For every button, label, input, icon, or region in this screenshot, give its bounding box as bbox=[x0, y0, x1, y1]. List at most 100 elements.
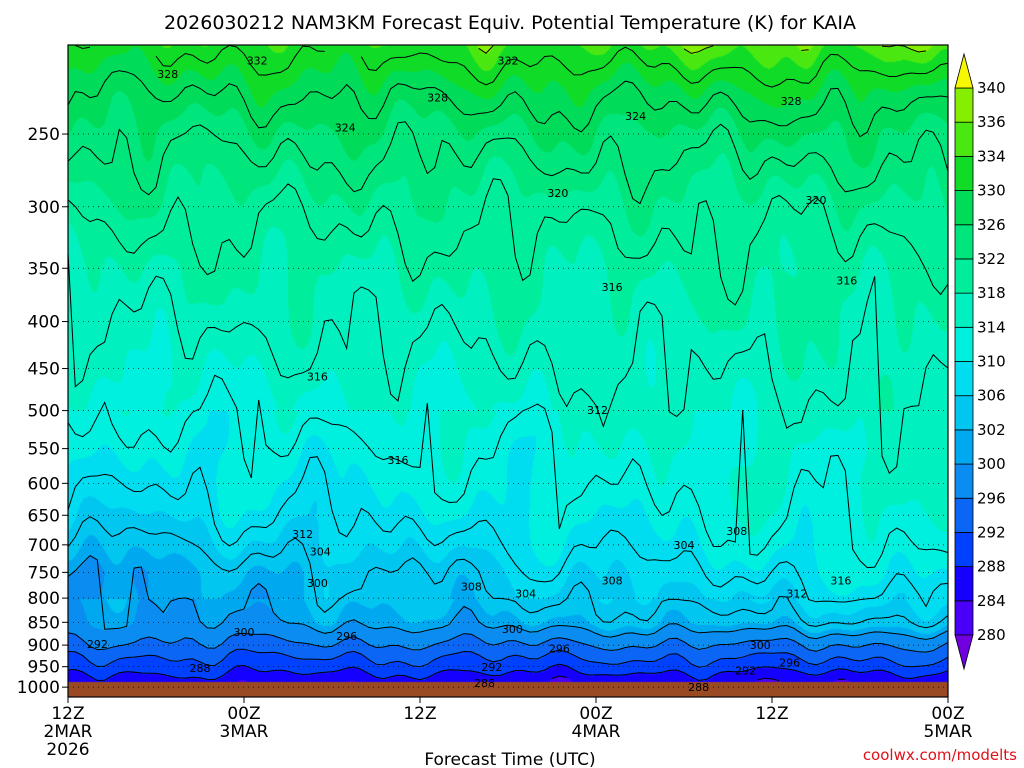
contour-label: 288 bbox=[190, 662, 211, 675]
contour-label: 300 bbox=[234, 626, 255, 639]
contour-label: 292 bbox=[481, 661, 502, 674]
y-tick-label: 350 bbox=[28, 259, 60, 279]
y-tick-label: 450 bbox=[28, 360, 60, 380]
colorbar-label: 340 bbox=[977, 79, 1006, 97]
contour-label: 316 bbox=[388, 454, 409, 467]
contour-label: 296 bbox=[336, 630, 357, 643]
contour-label: 328 bbox=[427, 91, 448, 104]
y-tick-label: 750 bbox=[28, 563, 60, 583]
colorbar: 280 284 288 292 296 300 302 306 310 314 318 322 326 3… bbox=[954, 52, 1006, 671]
x-tick-label: 12Z bbox=[755, 704, 788, 724]
contour-336 bbox=[478, 44, 927, 54]
contour-label: 328 bbox=[781, 95, 802, 108]
contour-332 bbox=[75, 44, 949, 88]
colorbar-label: 296 bbox=[977, 489, 1006, 507]
contour-label: 324 bbox=[625, 110, 646, 123]
contour-label: 312 bbox=[292, 528, 313, 541]
colorbar-segment bbox=[954, 258, 974, 294]
y-axis: 250 300 350 400 450 500 550 600 650 700 750 800 850 9… bbox=[17, 125, 948, 698]
contour-label: 324 bbox=[335, 122, 356, 135]
y-tick-label: 650 bbox=[28, 506, 60, 526]
contour-label: 332 bbox=[498, 55, 519, 68]
contour-label: 296 bbox=[779, 656, 800, 669]
contour-296 bbox=[67, 632, 949, 653]
contour-labels: 328 332 332 328 324 324 328 320 320 316 316 316 312 3… bbox=[87, 55, 857, 694]
contour-label: 308 bbox=[602, 574, 623, 587]
colorbar-label: 280 bbox=[977, 626, 1006, 644]
contour-316 bbox=[67, 252, 949, 475]
contour-320 bbox=[67, 178, 949, 306]
colorbar-label: 336 bbox=[977, 113, 1006, 131]
colorbar-segment bbox=[954, 326, 974, 362]
contour-label: 312 bbox=[587, 404, 608, 417]
contour-label: 316 bbox=[830, 574, 851, 587]
colorbar-segment bbox=[954, 429, 974, 465]
colorbar-segment bbox=[954, 497, 974, 533]
colorbar-segment bbox=[954, 155, 974, 191]
contour-label: 320 bbox=[547, 187, 568, 200]
contour-label: 308 bbox=[726, 525, 747, 538]
contour-284 bbox=[551, 675, 846, 682]
x-tick-label: 12Z bbox=[403, 704, 436, 724]
x-tick-label: 00Z bbox=[931, 704, 964, 724]
contour-304 bbox=[67, 516, 949, 629]
x-tick-label: 5MAR bbox=[924, 722, 973, 742]
contour-label: 308 bbox=[461, 580, 482, 593]
y-tick-label: 700 bbox=[28, 536, 60, 556]
contour-292 bbox=[67, 648, 949, 668]
y-tick-label: 1000 bbox=[17, 678, 60, 698]
colorbar-segment bbox=[954, 463, 974, 499]
contour-312 bbox=[67, 374, 949, 569]
contour-label: 316 bbox=[602, 281, 623, 294]
colorbar-segment bbox=[954, 87, 974, 123]
colorbar-segment bbox=[954, 566, 974, 602]
colorbar-segment bbox=[954, 292, 974, 328]
colorbar-label: 292 bbox=[977, 523, 1006, 541]
contour-lines bbox=[67, 44, 949, 682]
y-tick-label: 500 bbox=[28, 402, 60, 422]
theta-e-field bbox=[68, 45, 948, 697]
y-tick-label: 800 bbox=[28, 589, 60, 609]
colorbar-label: 284 bbox=[977, 592, 1006, 610]
y-tick-label: 900 bbox=[28, 636, 60, 656]
y-tick-label: 600 bbox=[28, 474, 60, 494]
y-tick-label: 300 bbox=[28, 198, 60, 218]
contour-label: 304 bbox=[674, 539, 695, 552]
contour-324 bbox=[67, 121, 949, 205]
plot-frame bbox=[67, 44, 949, 698]
colorbar-segment bbox=[954, 190, 974, 226]
colorbar-label: 330 bbox=[977, 182, 1006, 200]
contour-308 bbox=[67, 456, 949, 608]
x-tick-label: 00Z bbox=[579, 704, 612, 724]
colorbar-segment bbox=[954, 395, 974, 431]
x-tick-label: 3MAR bbox=[220, 722, 269, 742]
colorbar-label: 306 bbox=[977, 387, 1006, 405]
colorbar-segment bbox=[954, 361, 974, 397]
colorbar-label: 326 bbox=[977, 216, 1006, 234]
contour-328 bbox=[67, 70, 949, 138]
y-tick-label: 550 bbox=[28, 440, 60, 460]
x-tick-label: 12Z bbox=[51, 704, 84, 724]
colorbar-segment bbox=[954, 224, 974, 260]
y-tick-label: 250 bbox=[28, 125, 60, 145]
contour-label: 304 bbox=[515, 588, 536, 601]
contour-label: 300 bbox=[502, 623, 523, 636]
contour-label: 288 bbox=[474, 677, 495, 690]
colorbar-segment bbox=[954, 600, 974, 636]
contour-label: 328 bbox=[157, 68, 178, 81]
y-tick-label: 850 bbox=[28, 613, 60, 633]
colorbar-label: 318 bbox=[977, 284, 1006, 302]
contour-label: 300 bbox=[750, 639, 771, 652]
colorbar-label: 322 bbox=[977, 250, 1006, 268]
x-axis-label: Forecast Time (UTC) bbox=[424, 750, 595, 768]
contour-label: 296 bbox=[549, 643, 570, 656]
colorbar-extend-bottom bbox=[954, 634, 974, 671]
x-tick-label: 2026 bbox=[46, 740, 89, 760]
contour-label: 288 bbox=[688, 681, 709, 694]
contour-label: 304 bbox=[310, 546, 331, 559]
contour-label: 292 bbox=[735, 664, 756, 677]
colorbar-extend-top bbox=[954, 52, 974, 89]
colorbar-segment bbox=[954, 121, 974, 157]
